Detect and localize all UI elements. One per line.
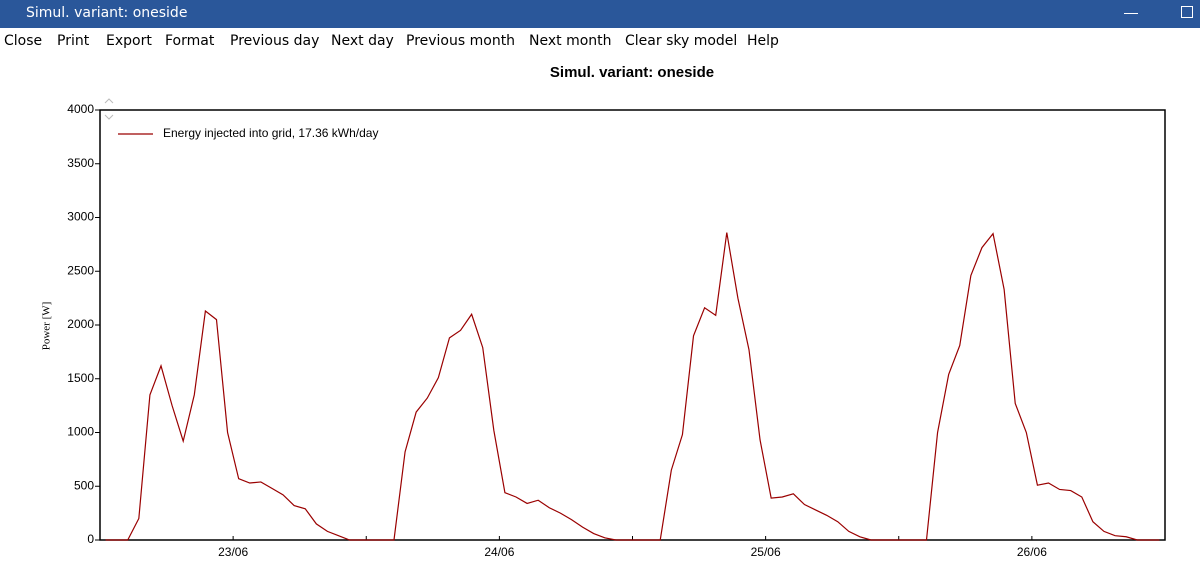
y-axis-label: Power [W] xyxy=(41,302,53,351)
menu-item[interactable]: Previous month xyxy=(406,33,516,49)
legend-label: Energy injected into grid, 17.36 kWh/day xyxy=(163,126,378,140)
x-tick-label: 25/06 xyxy=(751,545,781,559)
menu-item[interactable]: Help xyxy=(747,33,779,49)
menu-item[interactable]: Print xyxy=(57,33,90,49)
y-tick-label: 500 xyxy=(74,478,94,492)
y-tick-label: 3500 xyxy=(67,156,94,170)
x-tick-label: 26/06 xyxy=(1017,545,1047,559)
x-tick-label: 23/06 xyxy=(218,545,248,559)
y-tick-label: 2000 xyxy=(67,317,94,331)
x-tick-label: 24/06 xyxy=(484,545,514,559)
chart: Simul. variant: oneside Power [W] 0 500 10… xyxy=(41,64,1166,559)
y-tick-label: 3000 xyxy=(67,210,94,224)
menu-item[interactable]: Export xyxy=(106,33,152,49)
menu-item[interactable]: Close xyxy=(4,33,43,49)
menu-item[interactable]: Next day xyxy=(331,33,394,49)
y-tick-label: 1000 xyxy=(67,425,94,439)
minimize-button[interactable] xyxy=(1124,13,1138,14)
menu-bar: Close Print Export Format Previous day Next d… xyxy=(0,28,1200,56)
menu-item[interactable]: Format xyxy=(165,33,215,49)
y-tick-label: 0 xyxy=(87,532,94,546)
series-line xyxy=(105,232,1160,541)
chart-title: Simul. variant: oneside xyxy=(550,64,714,81)
title-bar: Simul. variant: oneside xyxy=(0,0,1200,28)
plot-frame xyxy=(99,109,1166,541)
menu-item[interactable]: Previous day xyxy=(230,33,320,49)
y-tick-label: 4000 xyxy=(67,102,94,116)
maximize-button[interactable] xyxy=(1181,6,1193,18)
y-tick-label: 2500 xyxy=(67,263,94,277)
window-title: Simul. variant: oneside xyxy=(26,5,188,21)
y-tick-label: 1500 xyxy=(67,371,94,385)
menu-item[interactable]: Next month xyxy=(529,33,612,49)
scroll-arrows[interactable] xyxy=(104,98,114,120)
menu-item[interactable]: Clear sky model xyxy=(625,33,738,49)
